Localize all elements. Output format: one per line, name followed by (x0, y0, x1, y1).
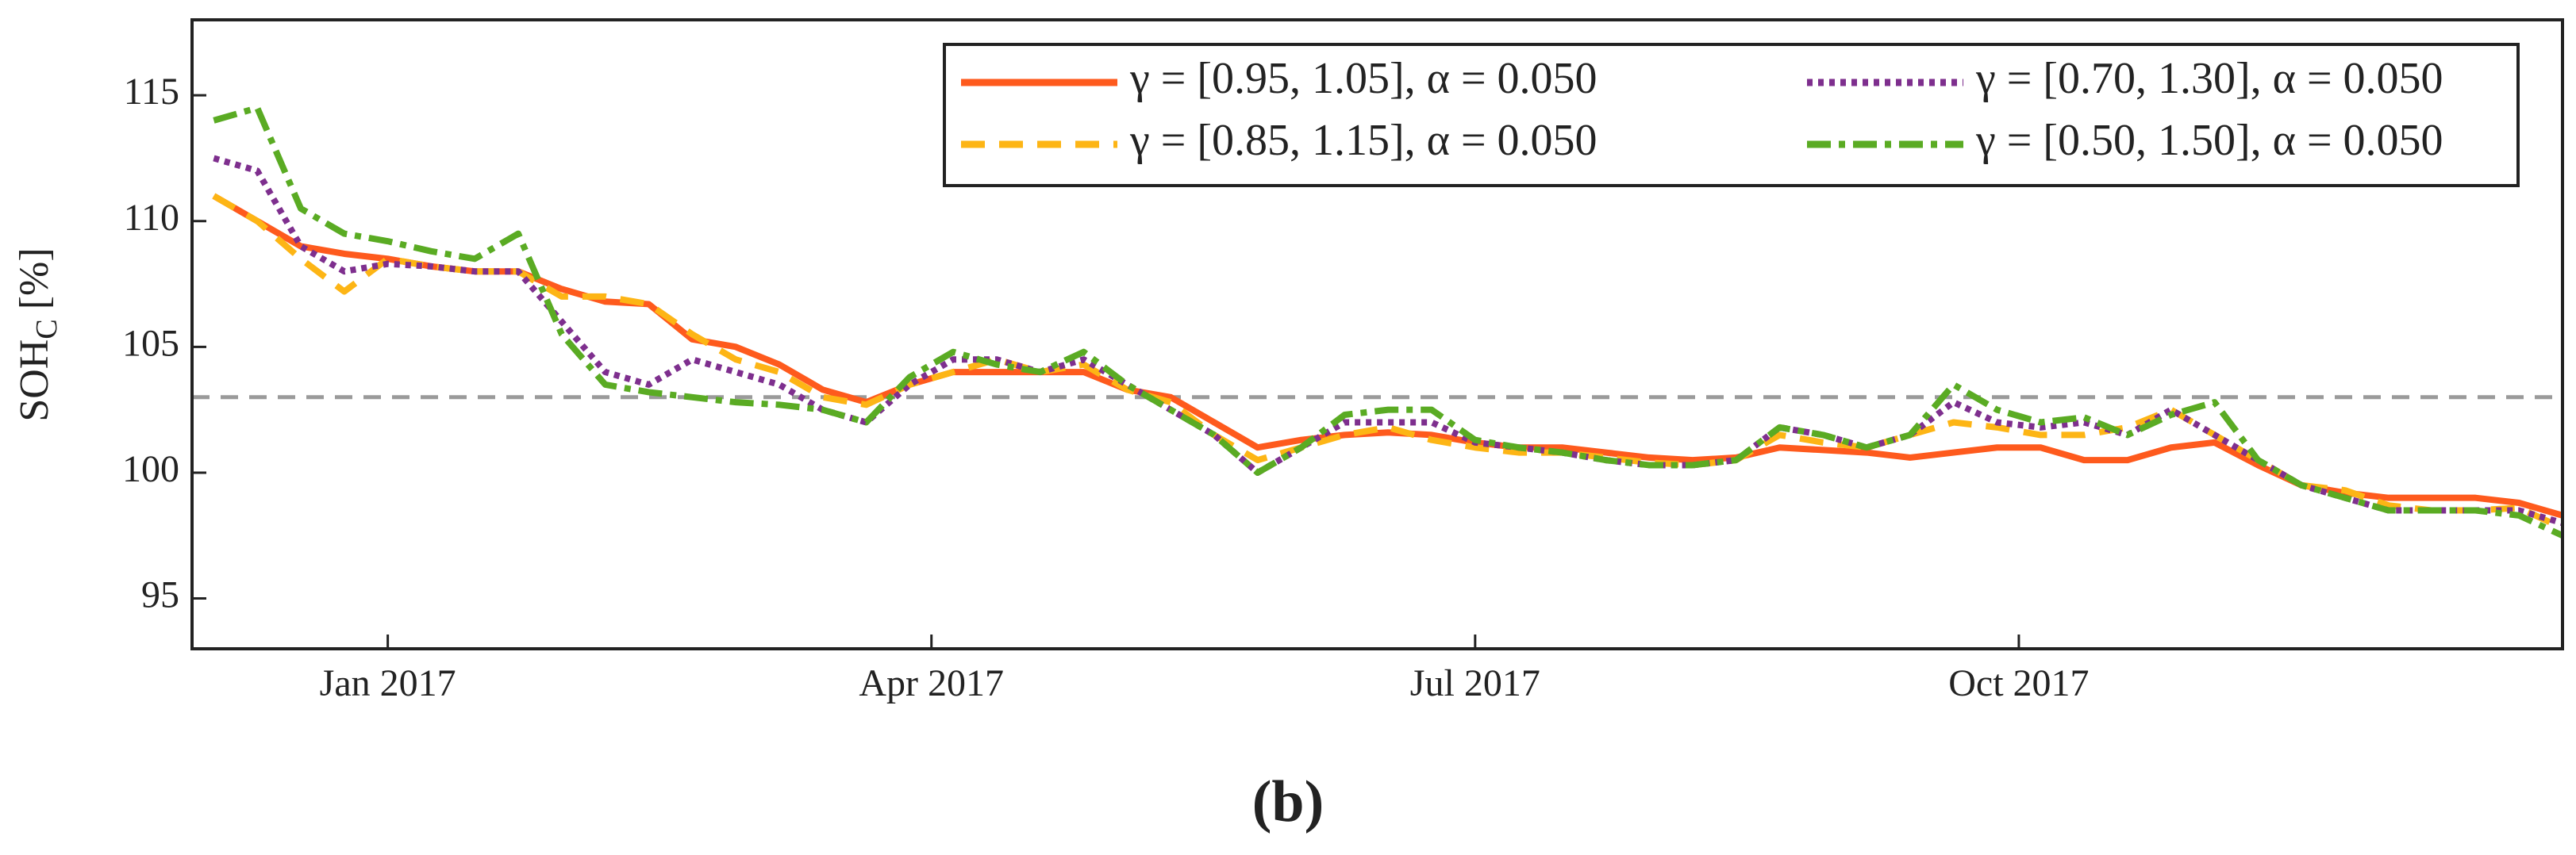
plot-frame (190, 18, 2564, 650)
series-line (212, 193, 2564, 519)
x-tick-label: Oct 2017 (1948, 662, 2089, 704)
legend-label: γ = [0.70, 1.30], α = 0.050 (1975, 54, 2443, 103)
series-line (213, 105, 2564, 539)
x-tick-label: Apr 2017 (859, 662, 1004, 704)
x-tick-label: Jan 2017 (320, 662, 456, 704)
series-line (213, 155, 2564, 527)
series-line (212, 193, 2564, 531)
y-label-main: SOH (12, 339, 57, 422)
y-tick-label: 110 (124, 197, 179, 239)
y-label-sub: C (30, 319, 63, 339)
x-tick-label: Jul 2017 (1410, 662, 1540, 704)
y-tick-label: 95 (141, 574, 179, 616)
caption: (b) (1252, 769, 1324, 834)
y-tick-label: 105 (122, 322, 179, 364)
y-tick-label: 115 (124, 71, 179, 113)
legend-box (943, 43, 2520, 187)
legend-label: γ = [0.50, 1.50], α = 0.050 (1975, 116, 2443, 165)
legend-label: γ = [0.85, 1.15], α = 0.050 (1129, 116, 1598, 165)
y-axis-label: SOHC [%] (12, 247, 63, 421)
legend-label: γ = [0.95, 1.05], α = 0.050 (1129, 54, 1598, 103)
y-label-unit: [%] (12, 247, 57, 309)
y-tick-label: 100 (122, 448, 179, 490)
